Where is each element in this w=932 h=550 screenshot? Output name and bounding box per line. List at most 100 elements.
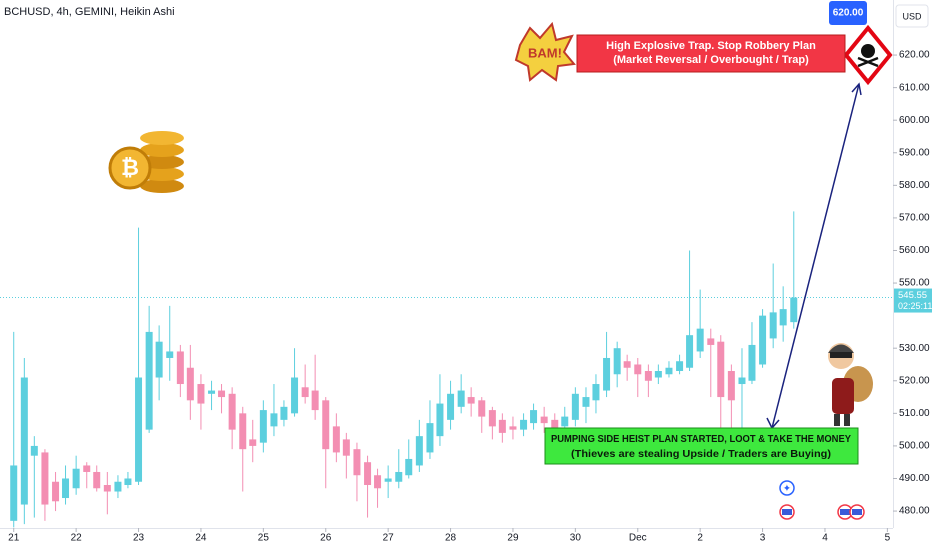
x-tick-label: 22 bbox=[71, 533, 83, 544]
candle-body bbox=[30, 445, 38, 456]
x-tick-label: 27 bbox=[383, 533, 395, 544]
candle-body bbox=[415, 436, 423, 466]
candle-body bbox=[520, 419, 528, 430]
candle-body bbox=[124, 478, 132, 486]
annotation-title: High Explosive Trap. Stop Robbery Plan bbox=[606, 40, 816, 52]
candle-body bbox=[457, 390, 465, 407]
candle-body bbox=[769, 312, 777, 339]
candle-body bbox=[311, 390, 319, 411]
candle-body bbox=[249, 439, 257, 446]
candle-body bbox=[582, 397, 590, 407]
candle-body bbox=[540, 416, 548, 424]
candle-body bbox=[197, 384, 205, 404]
candle-body bbox=[623, 361, 631, 368]
last-price-label: 545.55 bbox=[898, 290, 927, 301]
candle-body bbox=[748, 344, 756, 381]
countdown-label: 02:25:11 bbox=[898, 301, 932, 311]
currency-box bbox=[895, 4, 929, 28]
candle-body bbox=[478, 400, 486, 417]
candle-body bbox=[727, 371, 735, 401]
candle-body bbox=[301, 387, 309, 398]
price-tag-box bbox=[829, 1, 867, 25]
plot bbox=[0, 211, 893, 528]
candle-body bbox=[467, 397, 475, 404]
candle-body bbox=[186, 367, 194, 401]
candle-body bbox=[103, 485, 111, 492]
y-tick-label: 510.00 bbox=[899, 408, 930, 419]
y-tick-label: 560.00 bbox=[899, 245, 930, 256]
candle-body bbox=[603, 357, 611, 391]
y-tick-label: 570.00 bbox=[899, 213, 930, 224]
annotation-subtitle: (Thieves are stealing Upside / Traders a… bbox=[571, 448, 831, 460]
x-tick-label: Dec bbox=[629, 533, 647, 544]
candle-body bbox=[405, 458, 413, 476]
x-tick-label: 30 bbox=[570, 533, 582, 544]
annotation-subtitle: (Market Reversal / Overbought / Trap) bbox=[613, 54, 809, 66]
candle-body bbox=[270, 413, 278, 427]
price-tag: 620.00 bbox=[833, 8, 864, 19]
candle-body bbox=[72, 468, 80, 489]
svg-text:✦: ✦ bbox=[783, 484, 791, 495]
x-tick-label: 28 bbox=[445, 533, 457, 544]
candle-body bbox=[696, 328, 704, 352]
last-price-box bbox=[894, 288, 932, 313]
candle-body bbox=[52, 481, 60, 502]
annotation-box bbox=[544, 427, 859, 465]
candle-body bbox=[436, 403, 444, 437]
candle-body bbox=[447, 393, 455, 420]
candle-body bbox=[10, 465, 18, 521]
candle-body bbox=[218, 390, 226, 398]
candle-body bbox=[176, 351, 184, 385]
x-tick-label: 21 bbox=[8, 533, 20, 544]
candle-body bbox=[280, 406, 288, 420]
x-tick-label: 25 bbox=[258, 533, 270, 544]
candle-body bbox=[738, 377, 746, 385]
y-tick-label: 490.00 bbox=[899, 473, 930, 484]
candle-body bbox=[20, 377, 28, 505]
candle-body bbox=[259, 410, 267, 443]
x-tick-label: 26 bbox=[320, 533, 332, 544]
candle-body bbox=[208, 390, 216, 394]
candle-body bbox=[353, 449, 361, 476]
candle-body bbox=[498, 419, 506, 433]
candle-body bbox=[530, 410, 538, 424]
candle-body bbox=[654, 371, 662, 378]
x-tick-label: 29 bbox=[507, 533, 519, 544]
candle-body bbox=[364, 462, 372, 486]
x-tick-label: 3 bbox=[760, 533, 766, 544]
candle-body bbox=[228, 393, 236, 430]
candle-body bbox=[686, 335, 694, 368]
candle-body bbox=[239, 413, 247, 450]
candle-body bbox=[665, 367, 673, 375]
candle-body bbox=[135, 377, 143, 482]
x-tick-label: 5 bbox=[885, 533, 891, 544]
candle-body bbox=[551, 419, 559, 430]
y-tick-label: 580.00 bbox=[899, 180, 930, 191]
y-tick-label: 520.00 bbox=[899, 375, 930, 386]
candle-body bbox=[114, 481, 122, 492]
candle-body bbox=[676, 361, 684, 372]
candle-body bbox=[571, 393, 579, 420]
candle-body bbox=[322, 400, 330, 450]
annotation-box bbox=[576, 34, 846, 73]
y-tick-label: 550.00 bbox=[899, 278, 930, 289]
candle-body bbox=[291, 377, 299, 414]
bitcoin-coins-icon: ₿ bbox=[108, 131, 184, 193]
annotation-title: PUMPING SIDE HEIST PLAN STARTED, LOOT & … bbox=[551, 433, 851, 445]
candle-body bbox=[332, 426, 340, 453]
candle-body bbox=[644, 371, 652, 381]
candle-body bbox=[561, 416, 569, 427]
chart-title: BCHUSD, 4h, GEMINI, Heikin Ashi bbox=[4, 6, 175, 18]
candle-body bbox=[509, 426, 517, 430]
thief-icon bbox=[828, 343, 873, 426]
event-icons: ✦ bbox=[779, 480, 865, 520]
y-tick-label: 530.00 bbox=[899, 343, 930, 354]
candle-body bbox=[83, 465, 91, 472]
candle-body bbox=[145, 331, 153, 430]
candle-body bbox=[93, 471, 101, 489]
candle-body bbox=[759, 315, 767, 365]
skull-warning-icon bbox=[843, 24, 893, 86]
candle-body bbox=[779, 309, 787, 326]
y-tick-label: 620.00 bbox=[899, 50, 930, 61]
